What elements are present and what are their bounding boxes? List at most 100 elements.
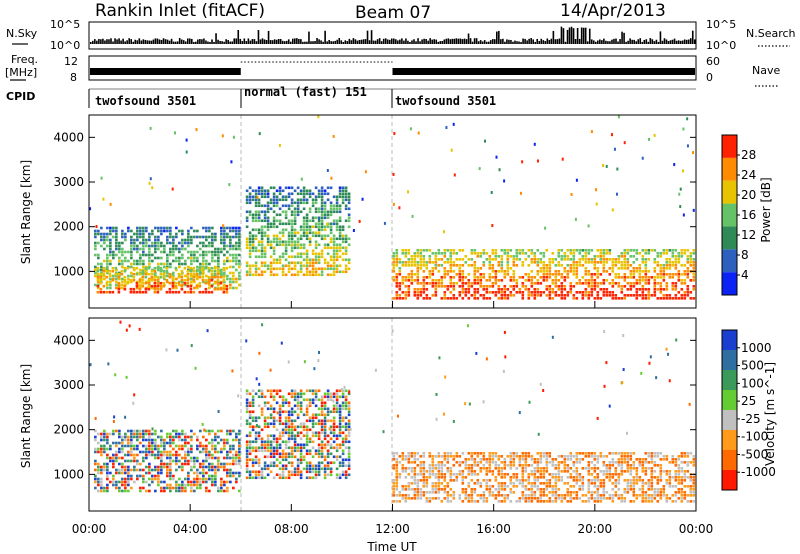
velocity-cell — [217, 435, 220, 439]
velocity-cell — [136, 447, 139, 451]
velocity-cell — [503, 494, 507, 497]
power-cell — [156, 287, 160, 291]
velocity-cell — [260, 440, 264, 444]
velocity-cell — [527, 464, 531, 467]
power-cell — [305, 255, 309, 259]
velocity-cell — [308, 464, 312, 468]
power-cell — [208, 226, 211, 230]
power-cell — [512, 285, 516, 288]
power-cell — [602, 249, 606, 252]
velocity-cell — [569, 473, 573, 476]
velocity-cell — [154, 441, 157, 445]
power-cell — [287, 186, 291, 190]
power-cell — [620, 252, 624, 255]
velocity-cell — [437, 467, 441, 470]
velocity-cell — [461, 461, 465, 464]
power-cell — [656, 252, 660, 255]
power-cell — [293, 201, 297, 205]
power-cell — [671, 282, 675, 285]
power-cell — [106, 253, 109, 257]
velocity-cell — [581, 488, 585, 491]
power-cell — [647, 249, 651, 252]
power-cell — [608, 249, 612, 252]
velocity-cell — [509, 452, 513, 455]
velocity-cell — [338, 410, 342, 414]
velocity-cell — [136, 459, 139, 463]
velocity-cell — [109, 432, 112, 436]
power-cell — [434, 279, 438, 282]
power-cell — [214, 250, 217, 254]
power-cell — [186, 290, 190, 294]
power-cell — [596, 267, 600, 270]
power-cell — [153, 275, 157, 279]
power-cell — [201, 290, 205, 294]
power-cell — [662, 252, 666, 255]
power-cell — [641, 258, 645, 261]
velocity-cell — [148, 447, 151, 451]
velocity-cell — [190, 483, 193, 487]
velocity-cell — [341, 392, 345, 396]
velocity-cell — [344, 416, 348, 420]
velocity-cell — [175, 468, 178, 472]
power-cell — [296, 198, 300, 202]
velocity-cell — [314, 434, 318, 438]
velocity-cell — [299, 407, 303, 411]
power-cell — [344, 192, 348, 196]
power-cell — [629, 264, 633, 267]
velocity-cell — [539, 455, 543, 458]
velocity-cell — [299, 410, 303, 414]
velocity-cell — [118, 480, 121, 484]
power-cell — [503, 291, 507, 294]
velocity-cell — [266, 449, 270, 453]
power-cell — [272, 201, 276, 205]
power-cell — [181, 232, 184, 236]
velocity-cell — [494, 464, 498, 467]
power-scatter-cell — [615, 192, 618, 196]
velocity-cell — [299, 437, 303, 441]
power-cell — [94, 235, 97, 239]
power-cell — [587, 294, 591, 297]
power-cell — [656, 288, 660, 291]
velocity-cell — [347, 428, 351, 432]
velocity-cell — [494, 455, 498, 458]
velocity-cell — [115, 450, 118, 454]
velocity-cell — [575, 452, 579, 455]
power-cell — [102, 284, 106, 288]
power-cell — [103, 235, 106, 239]
velocity-cell — [296, 461, 300, 465]
nsky-sample — [449, 39, 452, 44]
power-cell — [671, 276, 675, 279]
power-cell — [144, 287, 148, 291]
nsky-sample — [186, 38, 189, 44]
power-cell — [344, 237, 348, 241]
velocity-cell — [251, 458, 255, 462]
velocity-cell — [190, 429, 193, 433]
power-cell — [323, 261, 327, 265]
power-cell — [266, 201, 270, 205]
nsky-sample — [461, 39, 464, 44]
velocity-cell — [431, 473, 435, 476]
power-cell — [488, 264, 492, 267]
power-cell — [136, 244, 139, 248]
velocity-cell — [428, 452, 432, 455]
velocity-cell — [172, 435, 175, 439]
power-cell — [611, 291, 615, 294]
velocity-cell — [208, 429, 211, 433]
velocity-cell — [497, 482, 501, 485]
power-cell — [314, 261, 318, 265]
velocity-cell — [485, 461, 489, 464]
power-cell — [195, 284, 199, 288]
velocity-cell — [317, 461, 321, 465]
velocity-cell — [542, 452, 546, 455]
power-cell — [416, 291, 420, 294]
velocity-cell — [521, 494, 525, 497]
power-cell — [686, 273, 690, 276]
power-cell — [272, 246, 276, 250]
velocity-cell — [428, 467, 432, 470]
velocity-cell — [106, 453, 109, 457]
power-cell — [527, 249, 531, 252]
power-cell — [145, 229, 148, 233]
velocity-cell — [509, 491, 513, 494]
velocity-cell — [196, 471, 199, 475]
velocity-cell — [260, 443, 264, 447]
